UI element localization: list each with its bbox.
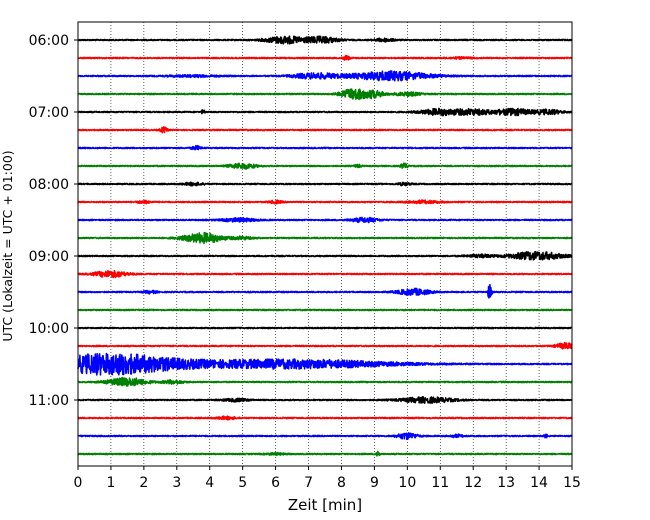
trace-line: [77, 396, 573, 404]
x-tick-label: 4: [205, 475, 214, 491]
vertical-grid: [110, 22, 540, 466]
trace-line: [77, 162, 573, 170]
trace-line: [77, 199, 573, 205]
x-tick-label: 10: [398, 475, 416, 491]
trace-line: [77, 376, 573, 387]
trace-line: [77, 342, 573, 350]
x-tick-label: 13: [497, 475, 515, 491]
y-axis-ticks: 06:00 07:00 08:00 09:00 10:00 11:00: [29, 33, 78, 409]
x-tick-label: 1: [106, 475, 115, 491]
trace-line: [77, 308, 573, 312]
y-tick-label: 10:00: [29, 321, 69, 337]
trace-line: [77, 352, 573, 376]
trace-line: [77, 432, 573, 441]
trace-line: [77, 88, 573, 101]
trace-line: [77, 35, 573, 45]
x-tick-label: 2: [139, 475, 148, 491]
trace-line: [77, 450, 573, 457]
y-tick-label: 09:00: [29, 249, 69, 265]
trace-line: [77, 144, 573, 151]
trace-line: [77, 107, 573, 117]
y-tick-label: 11:00: [29, 393, 69, 409]
trace-line: [77, 181, 573, 187]
trace-line: [77, 126, 573, 134]
trace-line: [77, 70, 573, 82]
trace-line: [77, 250, 573, 261]
x-tick-label: 11: [431, 475, 449, 491]
trace-line: [77, 55, 573, 61]
trace-line: [77, 216, 573, 224]
x-tick-label: 15: [563, 475, 581, 491]
x-tick-label: 0: [74, 475, 83, 491]
y-axis-label: UTC (Lokalzeit = UTC + 01:00): [0, 150, 15, 341]
x-axis-label: Zeit [min]: [288, 496, 362, 514]
trace-line: [77, 283, 573, 299]
x-tick-label: 9: [370, 475, 379, 491]
x-tick-label: 5: [238, 475, 247, 491]
x-tick-label: 14: [530, 475, 548, 491]
y-tick-label: 08:00: [29, 177, 69, 193]
x-tick-label: 6: [271, 475, 280, 491]
plot-background: [78, 22, 572, 466]
y-tick-label: 06:00: [29, 33, 69, 49]
trace-line: [77, 231, 573, 245]
x-tick-label: 8: [337, 475, 346, 491]
plot-frame: [77, 21, 573, 467]
x-tick-label: 12: [464, 475, 482, 491]
x-tick-label: 7: [304, 475, 313, 491]
trace-line: [77, 415, 573, 421]
x-axis-ticks: 0 1 2 3 4 5 6 7 8 9 10 11 12 13 14 15: [74, 466, 581, 491]
trace-line: [77, 326, 573, 330]
traces: [77, 35, 573, 457]
y-tick-label: 07:00: [29, 105, 69, 121]
x-tick-label: 3: [172, 475, 181, 491]
trace-line: [77, 269, 573, 279]
